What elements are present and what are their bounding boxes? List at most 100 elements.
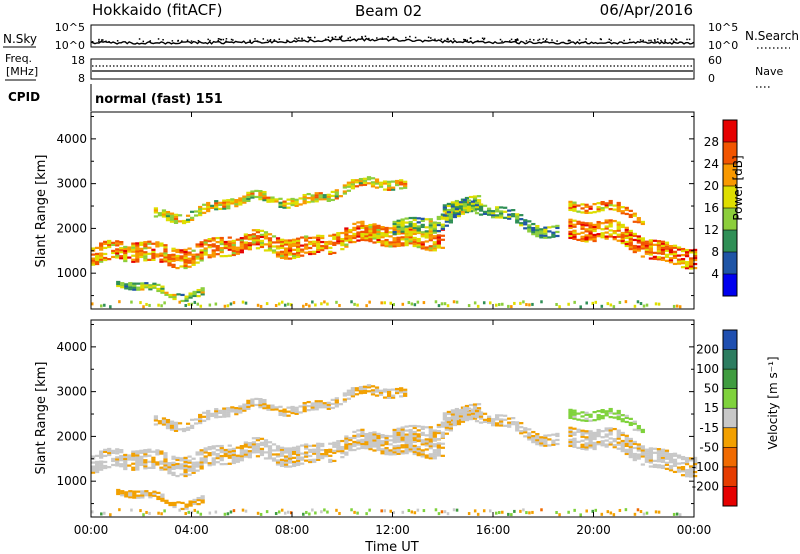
power-cell <box>676 258 682 261</box>
velocity-cell <box>462 414 468 418</box>
velocity-cell <box>396 433 401 436</box>
power-cell <box>490 216 496 219</box>
velocity-cell <box>267 451 273 454</box>
power-cell <box>91 259 96 262</box>
power-cell <box>543 232 548 235</box>
power-cell <box>547 230 552 233</box>
velocity-cell <box>408 442 413 445</box>
power-cell <box>648 251 653 254</box>
power-cell <box>668 257 674 260</box>
power-cell <box>511 209 516 212</box>
velocity-cell <box>227 454 232 457</box>
velocity-cell <box>424 440 429 443</box>
velocity-cell <box>294 408 299 411</box>
power-cell <box>153 207 159 210</box>
velocity-cell <box>466 407 472 410</box>
noise-search-dot <box>331 37 334 39</box>
velocity-cell <box>384 438 389 442</box>
power-cell <box>543 230 548 233</box>
power-cell <box>515 213 520 216</box>
power-cell <box>472 197 478 200</box>
velocity-cell <box>292 450 297 453</box>
power-cell <box>139 247 144 250</box>
velocity-cell <box>624 416 629 420</box>
velocity-cell <box>522 508 525 512</box>
velocity-cell <box>344 437 349 440</box>
power-cell <box>99 256 104 259</box>
power-cell <box>692 262 698 266</box>
power-cell <box>198 213 203 217</box>
power-cell <box>159 242 164 245</box>
velocity-cell <box>380 442 385 445</box>
power-cell <box>580 235 585 238</box>
power-cell <box>547 226 552 229</box>
velocity-cell <box>332 451 337 454</box>
velocity-cell <box>131 454 136 457</box>
power-cell <box>175 258 180 262</box>
power-cell <box>266 198 271 201</box>
velocity-cell <box>628 437 633 441</box>
velocity-cell <box>503 424 508 427</box>
power-cell <box>478 209 484 212</box>
noise-search-dot <box>599 38 602 40</box>
velocity-cell <box>551 443 556 446</box>
velocity-cell <box>495 424 500 427</box>
power-cell <box>628 215 633 219</box>
velocity-cell <box>420 449 425 452</box>
velocity-cell <box>111 457 116 461</box>
velocity-cell <box>187 510 190 514</box>
velocity-cell <box>318 406 323 409</box>
power-cell <box>424 246 429 249</box>
velocity-cell <box>344 445 349 448</box>
velocity-cell <box>251 441 257 444</box>
velocity-cell <box>232 509 236 513</box>
velocity-cell <box>328 458 333 461</box>
velocity-cell <box>290 405 295 409</box>
velocity-cell <box>588 419 593 422</box>
power-cell <box>124 287 129 290</box>
velocity-cell <box>688 473 694 476</box>
noise-right-label: N.Search <box>745 29 799 43</box>
noise-search-dot <box>585 38 587 40</box>
velocity-cell <box>580 433 585 436</box>
power-cell <box>326 195 331 198</box>
velocity-cell <box>624 444 629 448</box>
velocity-cell <box>196 503 201 506</box>
power-cell <box>412 218 417 222</box>
noise-search-dot <box>249 39 251 42</box>
velocity-cell <box>306 404 311 408</box>
power-cell <box>192 294 197 298</box>
power-cell <box>608 219 613 222</box>
power-cell <box>628 245 633 249</box>
power-cell <box>551 225 556 228</box>
power-cell <box>664 245 670 248</box>
velocity-cell <box>119 455 124 458</box>
power-cell <box>107 239 112 243</box>
velocity-cell <box>372 443 377 446</box>
velocity-cell <box>127 458 132 461</box>
power-cell <box>588 222 593 225</box>
power-cell <box>185 218 191 221</box>
velocity-cell <box>340 449 345 453</box>
velocity-cell <box>600 430 605 433</box>
power-cell <box>588 226 593 229</box>
velocity-cell <box>203 457 208 460</box>
velocity-cell <box>235 446 240 449</box>
velocity-cell <box>231 447 236 450</box>
velocity-cell <box>368 431 373 435</box>
power-cell <box>316 244 321 247</box>
velocity-cell <box>606 510 610 514</box>
velocity-cell <box>139 457 144 460</box>
velocity-cell <box>428 432 433 435</box>
noise-search-dot <box>266 39 269 42</box>
velocity-cell <box>672 458 678 461</box>
power-cell <box>200 293 205 296</box>
power-cell <box>592 225 597 229</box>
velocity-cell <box>223 454 228 458</box>
noise-search-dot <box>177 39 180 42</box>
power-cell <box>199 259 204 262</box>
power-cell <box>183 254 188 258</box>
power-cell <box>656 252 662 255</box>
power-cell <box>304 245 309 248</box>
